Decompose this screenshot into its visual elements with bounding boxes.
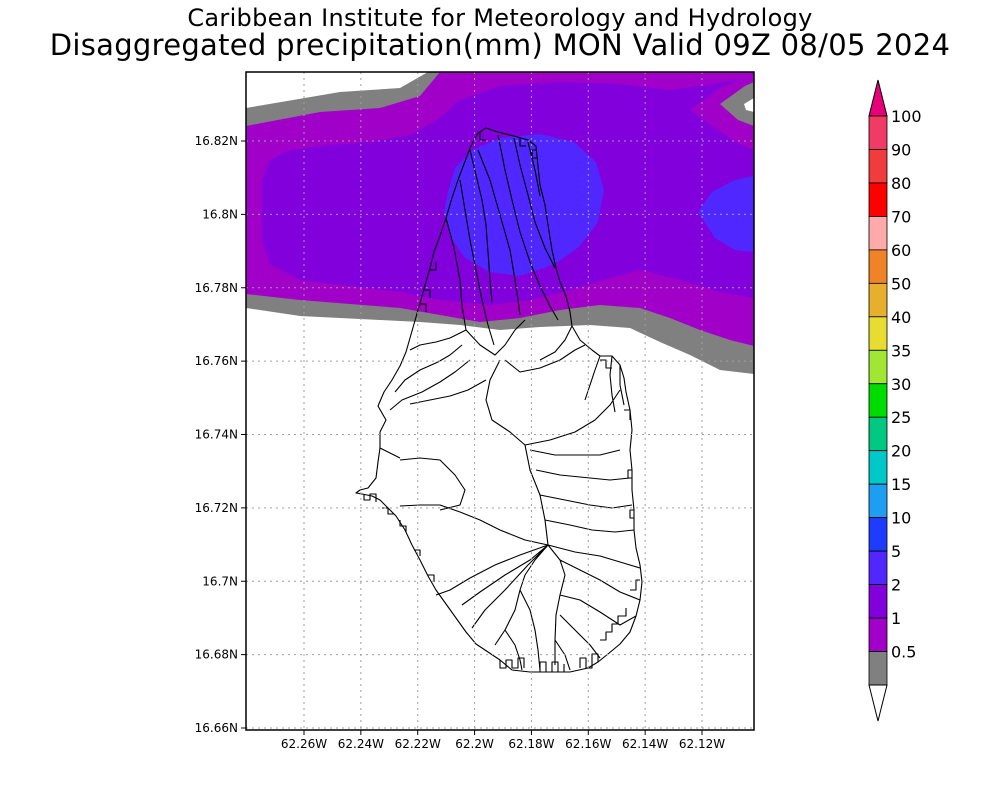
colorbar-label: 80 [891,174,911,193]
colorbar-label: 20 [891,442,911,461]
lat-tick-label: 16.74N [195,428,238,442]
colorbar-label: 60 [891,241,911,260]
colorbar-label: 35 [891,341,911,360]
colorbar-swatch [868,416,888,452]
lon-tick-label: 62.24W [338,737,384,751]
lat-tick-label: 16.8N [202,207,238,221]
latitude-axis: 16.82N 16.8N 16.78N 16.76N 16.74N 16.72N 16.7N… [195,134,246,735]
map-frame [245,71,755,731]
title-line-1: Caribbean Institute for Meteorology and … [187,4,813,32]
lon-tick-label: 62.14W [622,737,668,751]
colorbar-swatch [868,550,888,585]
lat-tick-label: 16.78N [195,281,238,295]
coastal-fringe [363,132,640,673]
colorbar-swatch [868,316,888,351]
colorbar-swatch [868,149,888,184]
colorbar-label: 1 [891,609,901,628]
colorbar-label: 15 [891,475,911,494]
lat-tick-label: 16.7N [202,574,238,588]
colorbar-label: 25 [891,408,911,427]
precipitation-field [246,72,754,374]
colorbar-label: 40 [891,308,911,327]
colorbar-label: 0.5 [891,643,916,662]
colorbar-bottom-arrow [868,684,888,722]
longitude-axis: 62.26W 62.24W 62.22W 62.2W 62.18W 62.16W 62.14… [281,730,725,751]
lat-tick-label: 16.72N [195,501,238,515]
colorbar-swatch [868,483,888,519]
colorbar-swatch [868,216,888,251]
colorbar-label: 100 [891,107,922,126]
lat-tick-label: 16.66N [195,721,238,735]
island-boundaries [379,134,641,671]
lon-tick-label: 62.22W [395,737,441,751]
lon-tick-label: 62.16W [565,737,611,751]
lon-tick-label: 62.26W [281,737,327,751]
lon-tick-label: 62.12W [679,737,725,751]
island-coastline [355,127,643,673]
colorbar-swatch [868,383,888,418]
precip-pocket-none [744,98,754,112]
colorbar-swatch [868,651,888,686]
colorbar-swatch [868,517,888,552]
colorbar-label: 10 [891,509,911,528]
colorbar-swatch [868,249,888,284]
colorbar: 100 90 80 70 60 50 40 35 30 25 20 15 10 5 2 1 0.5 [868,79,922,722]
colorbar-label: 70 [891,207,911,226]
precip-pocket-0.5mm [720,82,754,126]
colorbar-swatch [868,349,888,385]
colorbar-swatch [868,617,888,652]
map-grid [246,72,754,730]
title-line-2: Disaggregated precipitation(mm) MON Vali… [49,28,951,62]
lat-tick-label: 16.82N [195,134,238,148]
colorbar-swatch [868,115,888,150]
colorbar-swatch [868,584,888,619]
colorbar-label: 5 [891,542,901,561]
colorbar-swatch [868,282,888,318]
colorbar-label: 30 [891,375,911,394]
colorbar-label: 90 [891,140,911,159]
precip-band-5mm-north [444,134,604,276]
lat-tick-label: 16.76N [195,354,238,368]
colorbar-swatch [868,450,888,485]
lon-tick-label: 62.18W [508,737,554,751]
colorbar-label: 2 [891,576,901,595]
lon-tick-label: 62.2W [455,737,494,751]
colorbar-swatch [868,182,888,217]
colorbar-label: 50 [891,274,911,293]
montserrat-island [355,127,643,673]
lat-tick-label: 16.68N [195,648,238,662]
colorbar-top-arrow [868,79,888,117]
